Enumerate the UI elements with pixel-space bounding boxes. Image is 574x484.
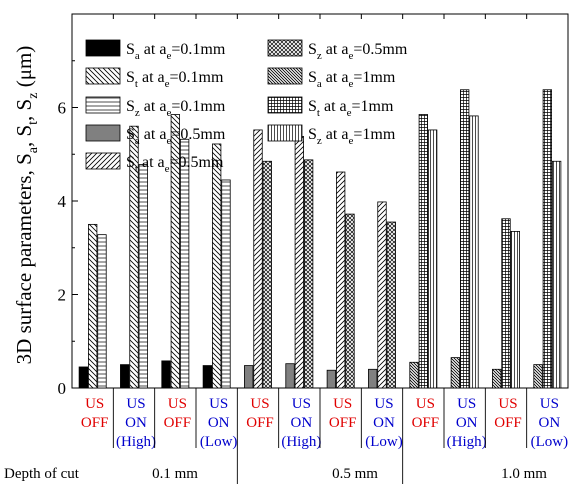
condition-label: (High) bbox=[116, 434, 156, 450]
y-ticks: 0 2 4 6 bbox=[58, 14, 528, 398]
legend-swatch bbox=[85, 67, 121, 85]
bar-Sa-0.5mm bbox=[368, 368, 378, 389]
condition-label: ON bbox=[456, 415, 478, 431]
legend-swatch bbox=[85, 96, 121, 114]
condition-label: US bbox=[168, 396, 187, 412]
bar-Sa-1mm bbox=[409, 361, 419, 389]
condition-label: ON bbox=[290, 415, 312, 431]
condition-label: US bbox=[416, 396, 435, 412]
condition-label: ON bbox=[538, 415, 560, 431]
bar-Sa-0.1mm bbox=[202, 365, 213, 389]
bar-St-0.5mm bbox=[377, 201, 387, 389]
condition-label: US bbox=[333, 396, 352, 412]
bar-Sz-0.5mm bbox=[386, 221, 396, 389]
legend: Sa at ae=0.1mm St at ae=0.1mm Sz at ae=0.1… bbox=[85, 39, 408, 175]
bar-Sz-1mm bbox=[510, 230, 520, 389]
condition-label: (Low) bbox=[531, 434, 569, 450]
condition-label: ON bbox=[125, 415, 147, 431]
condition-label: US bbox=[292, 396, 311, 412]
depth-group-label: 0.1 mm bbox=[152, 466, 198, 482]
condition-label: ON bbox=[208, 415, 230, 431]
y-tick-label: 2 bbox=[58, 286, 67, 305]
bar-St-1mm bbox=[542, 89, 552, 389]
condition-label: (High) bbox=[447, 434, 487, 450]
bar-marks bbox=[78, 89, 562, 389]
bar-Sz-0.5mm bbox=[262, 160, 272, 389]
bar-Sz-1mm bbox=[427, 129, 438, 389]
legend-swatch bbox=[267, 96, 303, 114]
bar-St-0.5mm bbox=[253, 129, 263, 389]
legend-label: Sz at ae=1mm bbox=[308, 126, 396, 147]
bar-Sz-0.1mm bbox=[138, 164, 148, 389]
legend-label: St at ae=0.1mm bbox=[126, 69, 224, 90]
bar-Sa-1mm bbox=[492, 368, 502, 389]
condition-label: OFF bbox=[81, 415, 109, 431]
condition-label: OFF bbox=[412, 415, 440, 431]
legend-label: Sa at ae=0.5mm bbox=[126, 126, 226, 147]
legend-swatch bbox=[267, 124, 303, 142]
legend-swatch bbox=[85, 124, 121, 142]
x-category-labels: US OFF US ON (High) US OFF US ON (Low) US OFF US ON (H… bbox=[4, 388, 568, 484]
bar-St-1mm bbox=[501, 218, 511, 389]
condition-label: US bbox=[498, 396, 517, 412]
bar-Sa-0.1mm bbox=[120, 364, 130, 389]
legend-label: Sz at ae=0.1mm bbox=[126, 98, 226, 119]
bar-St-0.5mm bbox=[294, 136, 304, 389]
condition-label: (Low) bbox=[200, 434, 238, 450]
bar-Sz-0.1mm bbox=[221, 179, 231, 389]
bar-St-0.1mm bbox=[170, 114, 180, 389]
legend-swatch bbox=[267, 67, 303, 85]
condition-label: US bbox=[209, 396, 228, 412]
depth-group-label: 0.5 mm bbox=[332, 466, 378, 482]
legend-swatch bbox=[85, 152, 121, 170]
depth-group-label: 1.0 mm bbox=[501, 466, 547, 482]
bar-Sa-1mm bbox=[450, 357, 461, 389]
condition-label: (High) bbox=[281, 434, 321, 450]
y-tick-label: 6 bbox=[58, 99, 67, 118]
bar-St-0.1mm bbox=[212, 143, 222, 389]
legend-label: St at ae=0.5mm bbox=[126, 154, 224, 175]
condition-label: US bbox=[457, 396, 476, 412]
condition-label: US bbox=[374, 396, 393, 412]
condition-label: OFF bbox=[329, 415, 357, 431]
bar-Sz-0.5mm bbox=[345, 213, 355, 389]
condition-label: OFF bbox=[246, 415, 274, 431]
condition-label: (Low) bbox=[365, 434, 403, 450]
bar-St-0.1mm bbox=[129, 125, 139, 389]
bar-St-1mm bbox=[460, 89, 470, 389]
condition-label: US bbox=[540, 396, 559, 412]
y-tick-label: 4 bbox=[58, 192, 67, 211]
bar-St-0.5mm bbox=[336, 171, 346, 389]
legend-label: St at ae=1mm bbox=[308, 98, 394, 119]
bar-Sa-1mm bbox=[533, 364, 543, 389]
bar-Sa-0.5mm bbox=[326, 369, 337, 389]
condition-label: US bbox=[250, 396, 269, 412]
x-axis-label: Depth of cut bbox=[4, 466, 80, 482]
condition-label: US bbox=[85, 396, 104, 412]
bar-Sz-1mm bbox=[469, 115, 479, 389]
bar-Sz-1mm bbox=[551, 160, 562, 389]
bar-St-1mm bbox=[418, 114, 428, 389]
legend-swatch bbox=[85, 39, 121, 57]
bar-Sz-0.1mm bbox=[97, 234, 107, 389]
bar-Sa-0.5mm bbox=[244, 365, 254, 389]
condition-label: OFF bbox=[494, 415, 522, 431]
condition-label: OFF bbox=[164, 415, 192, 431]
bar-St-0.1mm bbox=[88, 223, 98, 389]
bar-Sa-0.5mm bbox=[285, 363, 295, 389]
legend-swatch bbox=[267, 39, 303, 57]
condition-label: US bbox=[126, 396, 145, 412]
legend-label: Sa at ae=1mm bbox=[308, 69, 396, 90]
condition-label: ON bbox=[373, 415, 395, 431]
bar-Sz-0.5mm bbox=[303, 159, 314, 389]
legend-label: Sz at ae=0.5mm bbox=[308, 41, 408, 62]
bar-Sa-0.1mm bbox=[161, 360, 171, 389]
y-axis-label: 3D surface parameters, Sa, St, Sz (μm) bbox=[12, 46, 41, 365]
y-tick-label: 0 bbox=[58, 379, 67, 398]
bar-Sz-0.1mm bbox=[179, 138, 190, 389]
y-axis-title: 3D surface parameters, Sa, St, Sz (μm) bbox=[12, 46, 41, 365]
legend-label: Sa at ae=0.1mm bbox=[126, 41, 226, 62]
bar-Sa-0.1mm bbox=[78, 366, 89, 389]
